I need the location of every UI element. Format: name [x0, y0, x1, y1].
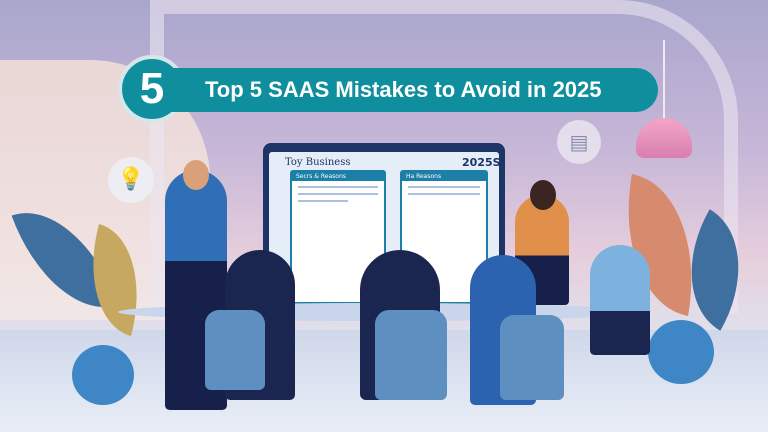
panel-heading: Ha Reasons	[402, 172, 486, 181]
seated-woman	[590, 245, 650, 355]
screen-year: 2025S	[462, 156, 501, 169]
lightbulb-icon: 💡	[108, 157, 154, 203]
presenter-head	[183, 160, 209, 190]
presenter-woman-head	[530, 180, 556, 210]
text-line	[298, 193, 378, 195]
chair	[205, 310, 265, 390]
panel-heading: Secrs & Reasons	[292, 172, 384, 181]
plant-pot	[72, 345, 134, 405]
screen-title: Toy Business	[285, 157, 351, 168]
page-title: Top 5 SAAS Mistakes to Avoid in 2025	[205, 77, 602, 102]
text-line	[298, 186, 378, 188]
text-line	[408, 186, 480, 188]
title-banner	[150, 68, 658, 112]
text-line	[408, 193, 480, 195]
chair	[500, 315, 564, 400]
badge-number: 5	[139, 64, 165, 113]
lamp-cord	[663, 40, 665, 120]
pendant-lamp	[636, 118, 692, 158]
plant-pot	[648, 320, 714, 384]
chair	[375, 310, 447, 400]
text-line	[298, 200, 348, 202]
document-icon: ▤	[557, 120, 601, 164]
